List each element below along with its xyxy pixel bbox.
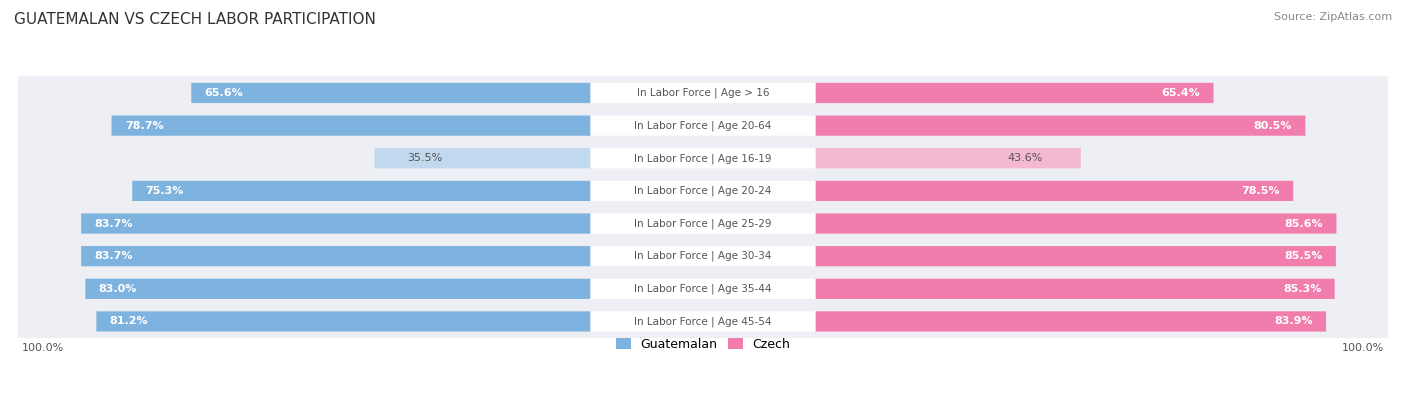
FancyBboxPatch shape (18, 174, 1388, 207)
Text: In Labor Force | Age 20-64: In Labor Force | Age 20-64 (634, 120, 772, 131)
Text: 81.2%: 81.2% (110, 316, 148, 326)
FancyBboxPatch shape (191, 83, 591, 103)
FancyBboxPatch shape (815, 279, 1334, 299)
FancyBboxPatch shape (591, 246, 815, 266)
Text: In Labor Force | Age > 16: In Labor Force | Age > 16 (637, 88, 769, 98)
Text: 100.0%: 100.0% (21, 343, 63, 353)
Text: 78.7%: 78.7% (125, 120, 163, 131)
Text: In Labor Force | Age 45-54: In Labor Force | Age 45-54 (634, 316, 772, 327)
Text: 75.3%: 75.3% (145, 186, 184, 196)
Text: 85.5%: 85.5% (1284, 251, 1323, 261)
FancyBboxPatch shape (815, 246, 1336, 266)
FancyBboxPatch shape (815, 148, 1081, 168)
FancyBboxPatch shape (18, 109, 1388, 142)
FancyBboxPatch shape (82, 246, 591, 266)
FancyBboxPatch shape (18, 272, 1388, 305)
Text: Source: ZipAtlas.com: Source: ZipAtlas.com (1274, 12, 1392, 22)
FancyBboxPatch shape (815, 311, 1326, 331)
FancyBboxPatch shape (86, 279, 591, 299)
FancyBboxPatch shape (374, 148, 591, 168)
FancyBboxPatch shape (815, 213, 1337, 234)
FancyBboxPatch shape (18, 76, 1388, 110)
FancyBboxPatch shape (18, 207, 1388, 240)
Text: 100.0%: 100.0% (1343, 343, 1385, 353)
Text: 83.0%: 83.0% (98, 284, 136, 294)
FancyBboxPatch shape (815, 115, 1305, 136)
FancyBboxPatch shape (591, 311, 815, 331)
FancyBboxPatch shape (591, 181, 815, 201)
Text: 78.5%: 78.5% (1241, 186, 1279, 196)
Text: 85.6%: 85.6% (1285, 218, 1323, 229)
Text: In Labor Force | Age 25-29: In Labor Force | Age 25-29 (634, 218, 772, 229)
Text: 83.9%: 83.9% (1274, 316, 1313, 326)
Text: 65.6%: 65.6% (204, 88, 243, 98)
Legend: Guatemalan, Czech: Guatemalan, Czech (610, 333, 796, 356)
Text: In Labor Force | Age 20-24: In Labor Force | Age 20-24 (634, 186, 772, 196)
Text: In Labor Force | Age 30-34: In Labor Force | Age 30-34 (634, 251, 772, 261)
Text: 83.7%: 83.7% (94, 251, 132, 261)
Text: In Labor Force | Age 35-44: In Labor Force | Age 35-44 (634, 284, 772, 294)
FancyBboxPatch shape (97, 311, 591, 331)
Text: 80.5%: 80.5% (1254, 120, 1292, 131)
Text: In Labor Force | Age 16-19: In Labor Force | Age 16-19 (634, 153, 772, 164)
Text: 65.4%: 65.4% (1161, 88, 1201, 98)
FancyBboxPatch shape (111, 115, 591, 136)
Text: 35.5%: 35.5% (406, 153, 443, 163)
Text: 85.3%: 85.3% (1284, 284, 1322, 294)
FancyBboxPatch shape (82, 213, 591, 234)
FancyBboxPatch shape (591, 83, 815, 103)
Text: GUATEMALAN VS CZECH LABOR PARTICIPATION: GUATEMALAN VS CZECH LABOR PARTICIPATION (14, 12, 375, 27)
FancyBboxPatch shape (18, 142, 1388, 175)
FancyBboxPatch shape (591, 115, 815, 136)
FancyBboxPatch shape (815, 181, 1294, 201)
FancyBboxPatch shape (18, 239, 1388, 273)
Text: 83.7%: 83.7% (94, 218, 132, 229)
FancyBboxPatch shape (18, 305, 1388, 338)
FancyBboxPatch shape (815, 83, 1213, 103)
FancyBboxPatch shape (591, 279, 815, 299)
Text: 43.6%: 43.6% (1007, 153, 1042, 163)
FancyBboxPatch shape (591, 213, 815, 234)
FancyBboxPatch shape (591, 148, 815, 168)
FancyBboxPatch shape (132, 181, 591, 201)
